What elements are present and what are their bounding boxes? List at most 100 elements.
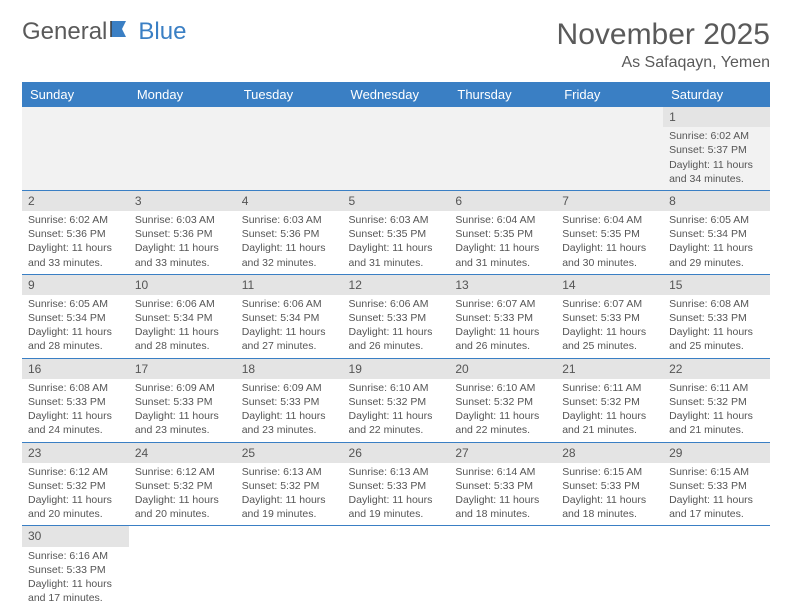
day-number: 17 (129, 359, 236, 379)
sunrise-text: Sunrise: 6:07 AM (562, 297, 657, 311)
weekday-header: Monday (129, 82, 236, 107)
sunrise-text: Sunrise: 6:16 AM (28, 549, 123, 563)
calendar-cell (22, 107, 129, 190)
calendar-week-row: 16Sunrise: 6:08 AMSunset: 5:33 PMDayligh… (22, 358, 770, 442)
daylight-text: Daylight: 11 hours and 31 minutes. (349, 241, 444, 269)
sunrise-text: Sunrise: 6:12 AM (28, 465, 123, 479)
sunrise-text: Sunrise: 6:03 AM (135, 213, 230, 227)
sunset-text: Sunset: 5:32 PM (135, 479, 230, 493)
day-number: 25 (236, 443, 343, 463)
day-number: 19 (343, 359, 450, 379)
calendar-cell: 11Sunrise: 6:06 AMSunset: 5:34 PMDayligh… (236, 274, 343, 358)
daylight-text: Daylight: 11 hours and 22 minutes. (455, 409, 550, 437)
sunrise-text: Sunrise: 6:11 AM (669, 381, 764, 395)
calendar-cell (236, 107, 343, 190)
day-number: 24 (129, 443, 236, 463)
calendar-cell (663, 526, 770, 609)
daylight-text: Daylight: 11 hours and 18 minutes. (455, 493, 550, 521)
day-details: Sunrise: 6:09 AMSunset: 5:33 PMDaylight:… (236, 379, 343, 442)
sunset-text: Sunset: 5:33 PM (669, 311, 764, 325)
day-details: Sunrise: 6:08 AMSunset: 5:33 PMDaylight:… (663, 295, 770, 358)
daylight-text: Daylight: 11 hours and 27 minutes. (242, 325, 337, 353)
daylight-text: Daylight: 11 hours and 21 minutes. (562, 409, 657, 437)
calendar-cell: 18Sunrise: 6:09 AMSunset: 5:33 PMDayligh… (236, 358, 343, 442)
calendar-cell: 20Sunrise: 6:10 AMSunset: 5:32 PMDayligh… (449, 358, 556, 442)
calendar-cell: 12Sunrise: 6:06 AMSunset: 5:33 PMDayligh… (343, 274, 450, 358)
calendar-cell (236, 526, 343, 609)
weekday-header: Friday (556, 82, 663, 107)
sunrise-text: Sunrise: 6:06 AM (135, 297, 230, 311)
sunrise-text: Sunrise: 6:03 AM (349, 213, 444, 227)
sunset-text: Sunset: 5:34 PM (669, 227, 764, 241)
daylight-text: Daylight: 11 hours and 31 minutes. (455, 241, 550, 269)
weekday-header-row: Sunday Monday Tuesday Wednesday Thursday… (22, 82, 770, 107)
daylight-text: Daylight: 11 hours and 34 minutes. (669, 158, 764, 186)
sunrise-text: Sunrise: 6:09 AM (242, 381, 337, 395)
day-details: Sunrise: 6:07 AMSunset: 5:33 PMDaylight:… (449, 295, 556, 358)
calendar-cell: 26Sunrise: 6:13 AMSunset: 5:33 PMDayligh… (343, 442, 450, 526)
daylight-text: Daylight: 11 hours and 33 minutes. (28, 241, 123, 269)
calendar-cell (343, 107, 450, 190)
flag-icon (110, 18, 136, 46)
day-number: 15 (663, 275, 770, 295)
sunset-text: Sunset: 5:33 PM (349, 479, 444, 493)
calendar-cell: 1Sunrise: 6:02 AMSunset: 5:37 PMDaylight… (663, 107, 770, 190)
day-details: Sunrise: 6:06 AMSunset: 5:34 PMDaylight:… (236, 295, 343, 358)
calendar-cell: 28Sunrise: 6:15 AMSunset: 5:33 PMDayligh… (556, 442, 663, 526)
daylight-text: Daylight: 11 hours and 29 minutes. (669, 241, 764, 269)
calendar-cell: 14Sunrise: 6:07 AMSunset: 5:33 PMDayligh… (556, 274, 663, 358)
daylight-text: Daylight: 11 hours and 21 minutes. (669, 409, 764, 437)
daylight-text: Daylight: 11 hours and 25 minutes. (562, 325, 657, 353)
day-number: 11 (236, 275, 343, 295)
sunset-text: Sunset: 5:33 PM (28, 395, 123, 409)
sunset-text: Sunset: 5:32 PM (669, 395, 764, 409)
day-number: 10 (129, 275, 236, 295)
weekday-header: Thursday (449, 82, 556, 107)
calendar-cell (449, 107, 556, 190)
sunset-text: Sunset: 5:33 PM (349, 311, 444, 325)
sunset-text: Sunset: 5:35 PM (562, 227, 657, 241)
sunrise-text: Sunrise: 6:14 AM (455, 465, 550, 479)
calendar-cell: 24Sunrise: 6:12 AMSunset: 5:32 PMDayligh… (129, 442, 236, 526)
day-number: 30 (22, 526, 129, 546)
calendar-week-row: 1Sunrise: 6:02 AMSunset: 5:37 PMDaylight… (22, 107, 770, 190)
calendar-cell: 15Sunrise: 6:08 AMSunset: 5:33 PMDayligh… (663, 274, 770, 358)
sunrise-text: Sunrise: 6:06 AM (242, 297, 337, 311)
sunset-text: Sunset: 5:33 PM (28, 563, 123, 577)
day-details: Sunrise: 6:13 AMSunset: 5:33 PMDaylight:… (343, 463, 450, 526)
day-details: Sunrise: 6:07 AMSunset: 5:33 PMDaylight:… (556, 295, 663, 358)
day-details: Sunrise: 6:14 AMSunset: 5:33 PMDaylight:… (449, 463, 556, 526)
daylight-text: Daylight: 11 hours and 28 minutes. (28, 325, 123, 353)
sunset-text: Sunset: 5:33 PM (562, 479, 657, 493)
day-number: 7 (556, 191, 663, 211)
sunset-text: Sunset: 5:32 PM (28, 479, 123, 493)
calendar-cell: 17Sunrise: 6:09 AMSunset: 5:33 PMDayligh… (129, 358, 236, 442)
sunrise-text: Sunrise: 6:02 AM (28, 213, 123, 227)
day-number: 1 (663, 107, 770, 127)
day-number: 12 (343, 275, 450, 295)
daylight-text: Daylight: 11 hours and 19 minutes. (242, 493, 337, 521)
sunrise-text: Sunrise: 6:09 AM (135, 381, 230, 395)
weekday-header: Tuesday (236, 82, 343, 107)
calendar-cell (556, 107, 663, 190)
sunset-text: Sunset: 5:33 PM (562, 311, 657, 325)
page-title: November 2025 (557, 18, 770, 52)
weekday-header: Wednesday (343, 82, 450, 107)
day-details: Sunrise: 6:12 AMSunset: 5:32 PMDaylight:… (129, 463, 236, 526)
sunrise-text: Sunrise: 6:13 AM (349, 465, 444, 479)
day-details: Sunrise: 6:04 AMSunset: 5:35 PMDaylight:… (556, 211, 663, 274)
day-number: 20 (449, 359, 556, 379)
sunrise-text: Sunrise: 6:03 AM (242, 213, 337, 227)
sunrise-text: Sunrise: 6:15 AM (562, 465, 657, 479)
day-details: Sunrise: 6:11 AMSunset: 5:32 PMDaylight:… (556, 379, 663, 442)
calendar-week-row: 23Sunrise: 6:12 AMSunset: 5:32 PMDayligh… (22, 442, 770, 526)
day-details: Sunrise: 6:10 AMSunset: 5:32 PMDaylight:… (449, 379, 556, 442)
day-number: 21 (556, 359, 663, 379)
calendar-cell: 21Sunrise: 6:11 AMSunset: 5:32 PMDayligh… (556, 358, 663, 442)
day-number: 22 (663, 359, 770, 379)
day-details: Sunrise: 6:05 AMSunset: 5:34 PMDaylight:… (22, 295, 129, 358)
sunset-text: Sunset: 5:32 PM (562, 395, 657, 409)
daylight-text: Daylight: 11 hours and 26 minutes. (455, 325, 550, 353)
day-details: Sunrise: 6:05 AMSunset: 5:34 PMDaylight:… (663, 211, 770, 274)
day-details: Sunrise: 6:12 AMSunset: 5:32 PMDaylight:… (22, 463, 129, 526)
